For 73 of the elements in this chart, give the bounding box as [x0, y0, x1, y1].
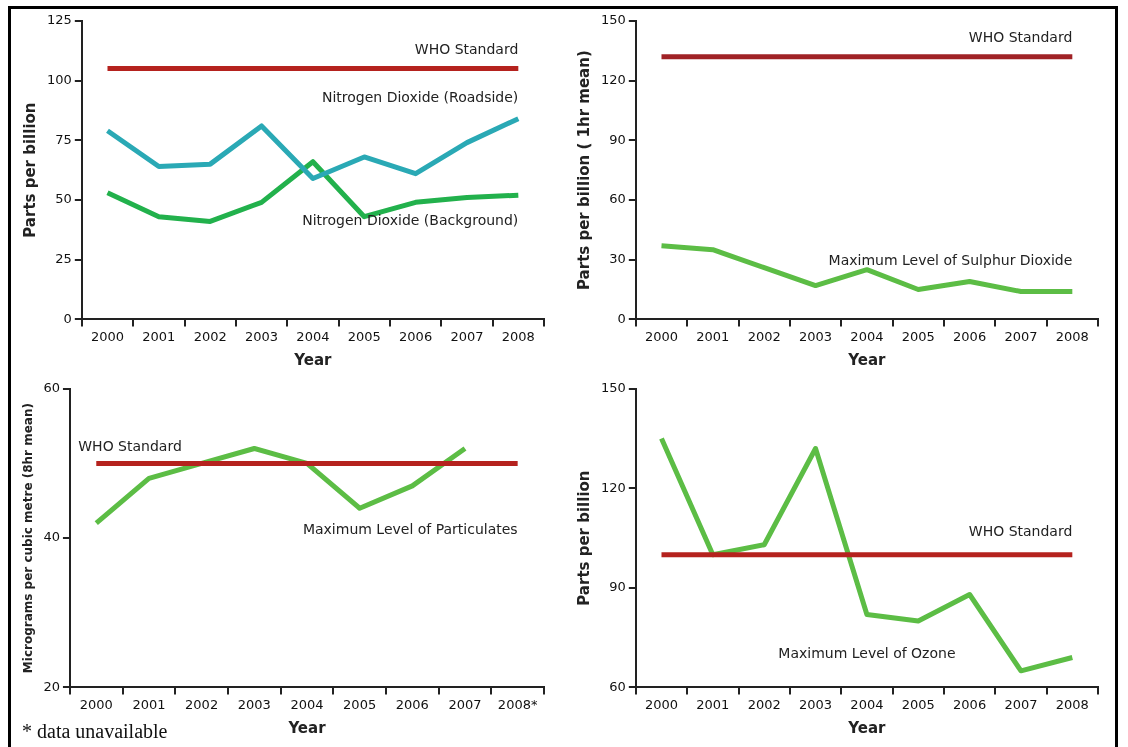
x-tick-label: 2002	[193, 328, 227, 344]
y-tick-label: 60	[43, 380, 60, 396]
y-axis-title: Parts per billion	[574, 470, 593, 606]
x-tick-label: 2005	[901, 696, 935, 712]
series-label: Nitrogen Dioxide (Roadside)	[321, 89, 519, 106]
text: * data unavailable	[22, 720, 168, 743]
y-tick-label: 90	[609, 131, 626, 147]
y-tick-label: 125	[46, 12, 72, 28]
text: Maximum Level of Particulates	[302, 520, 518, 537]
x-axis-title: Year	[847, 718, 887, 737]
y-tick-label: 75	[55, 131, 72, 147]
x-tick-label: 2001	[696, 696, 730, 712]
x-tick-label: 2004	[290, 696, 324, 712]
x-tick-label: 2008	[1055, 328, 1089, 344]
series-label: Maximum Level of Sulphur Dioxide	[828, 252, 1073, 269]
ref-line-label: WHO Standard	[414, 41, 519, 58]
y-tick-label: 0	[617, 310, 626, 326]
x-tick-label: 2006	[953, 328, 987, 344]
x-tick-label: 2000	[79, 696, 113, 712]
x-tick-label: 2001	[142, 328, 176, 344]
series-label: Nitrogen Dioxide (Background)	[302, 211, 519, 228]
y-axis-title: Micrograms per cubic metre (8hr mean)	[21, 403, 36, 674]
y-tick-label: 150	[600, 12, 626, 28]
y-tick-label: 60	[609, 678, 626, 694]
x-axis-title: Year	[293, 350, 333, 369]
x-tick-label: 2003	[237, 696, 271, 712]
x-tick-label: 2004	[850, 328, 884, 344]
x-tick-label: 2006	[395, 696, 429, 712]
y-tick-label: 120	[600, 71, 626, 87]
x-tick-label: 2000	[644, 696, 679, 712]
x-tick-label: 2002	[747, 696, 781, 712]
x-tick-label: 2002	[185, 696, 219, 712]
ref-line-label: WHO Standard	[968, 29, 1073, 46]
y-tick-label: 100	[46, 71, 72, 87]
x-tick-label: 2000	[90, 328, 125, 344]
x-axis-title: Year	[287, 718, 327, 737]
y-tick-label: 25	[55, 251, 72, 267]
x-tick-label: 2007	[450, 328, 484, 344]
x-tick-label: 2005	[347, 328, 381, 344]
x-tick-label: 2008	[501, 328, 535, 344]
ref-line-label: WHO Standard	[78, 438, 182, 455]
y-axis-title: Parts per billion	[20, 102, 39, 238]
y-tick-label: 150	[600, 380, 626, 396]
y-tick-label: 60	[609, 191, 626, 207]
x-tick-label: 2003	[799, 696, 833, 712]
x-tick-label: 2003	[799, 328, 833, 344]
x-tick-label: 2002	[747, 328, 781, 344]
x-tick-label: 2006	[399, 328, 433, 344]
x-tick-label: 2008	[1055, 696, 1089, 712]
x-axis-title: Year	[847, 350, 887, 369]
x-tick-label: 2000	[644, 328, 679, 344]
y-tick-label: 0	[63, 310, 72, 326]
y-tick-label: 20	[43, 678, 60, 694]
y-tick-label: 120	[600, 479, 626, 495]
x-tick-label: 2005	[343, 696, 377, 712]
x-tick-label: 2007	[1004, 328, 1038, 344]
x-tick-label: 2005	[901, 328, 935, 344]
y-tick-label: 50	[55, 191, 72, 207]
y-axis-title: Parts per billion ( 1hr mean)	[574, 50, 593, 290]
x-tick-label: 2004	[296, 328, 330, 344]
y-tick-label: 30	[609, 251, 626, 267]
x-tick-label: 2007	[448, 696, 482, 712]
text: Maximum Level of Ozone	[778, 645, 956, 662]
y-tick-label: 90	[609, 579, 626, 595]
x-tick-label: 2004	[850, 696, 884, 712]
x-tick-label: 2008*	[497, 696, 538, 712]
x-tick-label: 2006	[953, 696, 987, 712]
x-tick-label: 2003	[245, 328, 279, 344]
x-tick-label: 2001	[696, 328, 730, 344]
ref-line-label: WHO Standard	[968, 523, 1073, 540]
x-tick-label: 2007	[1004, 696, 1038, 712]
y-tick-label: 40	[43, 529, 60, 545]
x-tick-label: 2001	[132, 696, 166, 712]
